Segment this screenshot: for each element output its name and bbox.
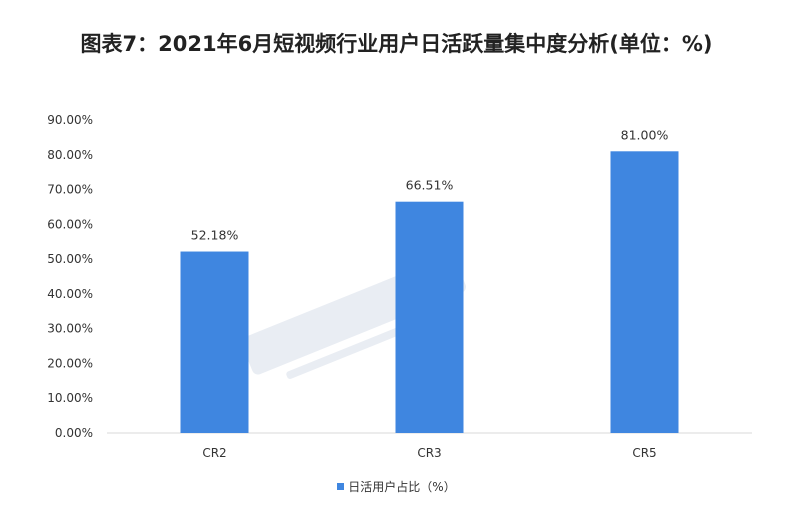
legend-swatch [337, 483, 345, 490]
bar-cr3 [395, 201, 464, 433]
y-tick-label: 20.00% [47, 356, 93, 370]
bar-cr2 [180, 251, 249, 433]
x-tick-label: CR5 [632, 446, 656, 460]
x-tick-label: CR2 [202, 446, 226, 460]
chart-title: 图表7：2021年6月短视频行业用户日活跃量集中度分析(单位：%) [80, 32, 713, 56]
bars-group: 52.18% 66.51% 81.00% [180, 127, 679, 434]
bar-cr5 [610, 151, 679, 434]
y-tick-label: 50.00% [47, 252, 93, 266]
legend: 日活用户占比（%） [0, 478, 793, 495]
y-tick-label: 80.00% [47, 148, 93, 162]
data-label-cr5: 81.00% [621, 127, 669, 142]
y-tick-label: 90.00% [47, 113, 93, 127]
y-tick-label: 60.00% [47, 217, 93, 231]
y-tick-label: 40.00% [47, 287, 93, 301]
data-label-cr2: 52.18% [191, 228, 239, 243]
y-tick-label: 70.00% [47, 183, 93, 197]
y-tick-label: 30.00% [47, 322, 93, 336]
x-tick-label: CR3 [417, 446, 441, 460]
y-tick-label: 0.00% [55, 426, 93, 440]
data-label-cr3: 66.51% [406, 178, 454, 193]
y-tick-label: 10.00% [47, 391, 93, 405]
y-axis: 0.00% 10.00% 20.00% 30.00% 40.00% 50.00% 60.00… [47, 113, 93, 440]
legend-label: 日活用户占比（%） [348, 480, 456, 494]
x-axis: CR2 CR3 CR5 [202, 446, 656, 460]
